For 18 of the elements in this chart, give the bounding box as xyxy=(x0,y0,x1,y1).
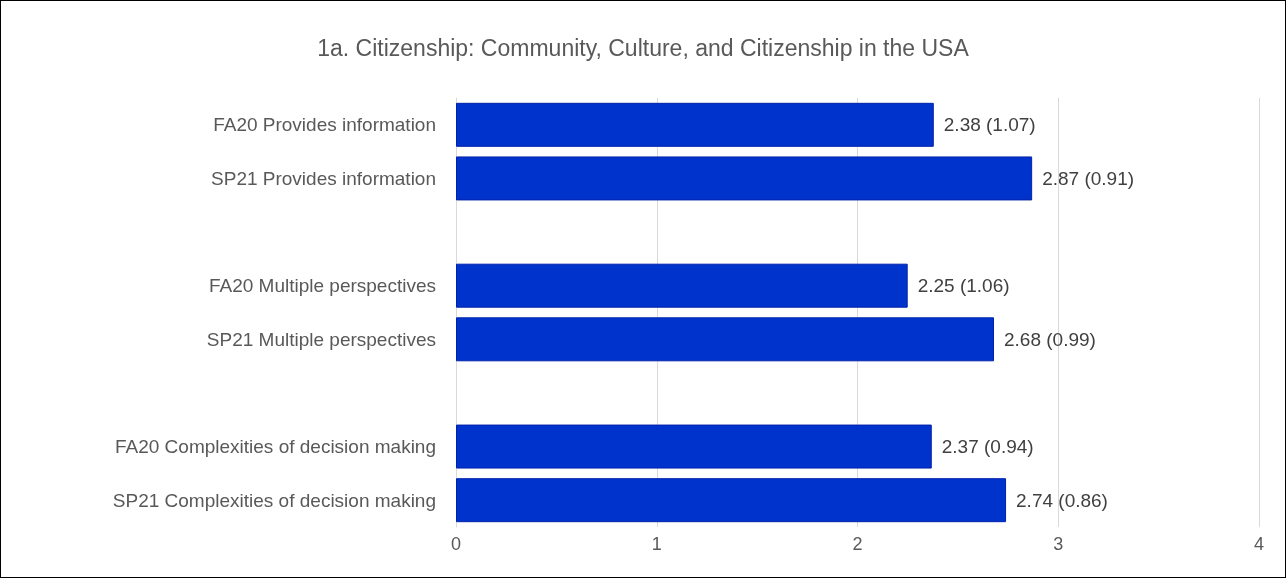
x-tick-label: 4 xyxy=(1253,534,1265,554)
data-label: 2.74 (0.86) xyxy=(1016,489,1108,511)
y-tick-label: SP21 Complexities of decision making xyxy=(112,489,436,511)
data-label: 2.37 (0.94) xyxy=(941,436,1034,458)
y-tick-label: SP21 Multiple perspectives xyxy=(206,328,436,350)
y-tick-label: SP21 Provides information xyxy=(211,167,436,189)
data-label: 2.38 (1.07) xyxy=(943,114,1036,136)
x-tick-label: 1 xyxy=(651,534,662,554)
x-tick-label: 0 xyxy=(450,534,462,554)
y-tick-label: FA20 Multiple perspectives xyxy=(208,275,436,297)
y-tick-label: FA20 Provides information xyxy=(213,114,436,136)
chart-title: 1a. Citizenship: Community, Culture, and Citizenship in the USA xyxy=(317,34,970,61)
x-tick-label: 2 xyxy=(852,534,863,554)
x-tick-label: 3 xyxy=(1053,534,1064,554)
data-label: 2.25 (1.06) xyxy=(917,275,1010,297)
data-label: 2.87 (0.91) xyxy=(1042,167,1135,189)
data-label: 2.68 (0.99) xyxy=(1004,328,1096,350)
y-tick-label: FA20 Complexities of decision making xyxy=(114,436,436,458)
